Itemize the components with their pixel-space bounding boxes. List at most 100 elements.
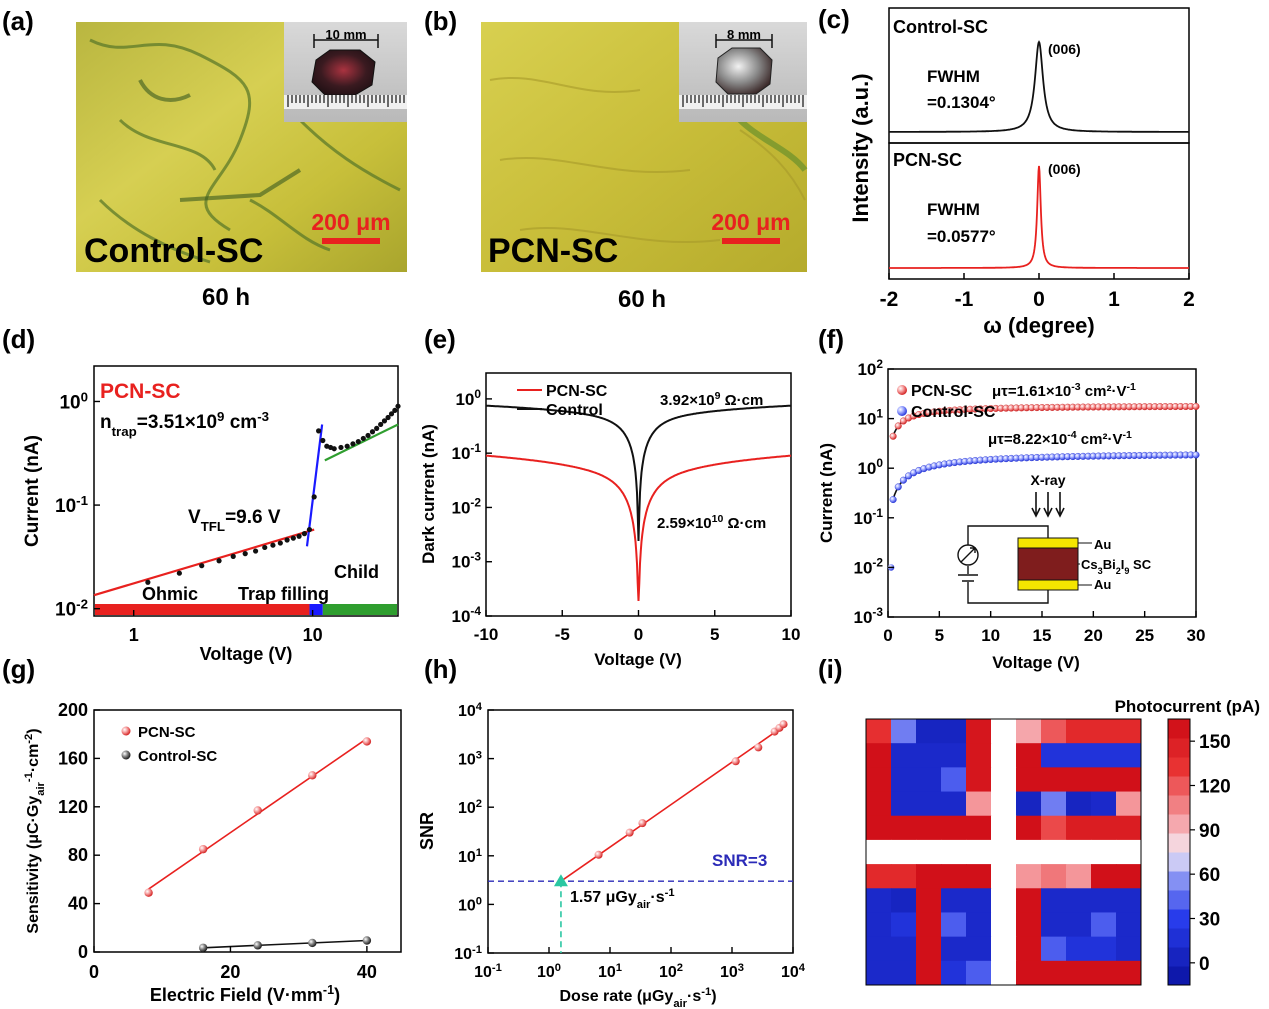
chart-f-pcn-mutau: μτ=1.61×10-3 cm²·V-1 [992, 381, 1136, 400]
g-data-point [362, 936, 372, 945]
d-y-tick-label: 10-2 [55, 596, 88, 621]
micrograph-a-grain-boundaries [89, 38, 401, 264]
f-data-point [889, 496, 897, 504]
chart-f: 0 5 10 15 20 25 30 10-3 10-2 10-1 100 101 102 PCN-SC… [817, 357, 1205, 672]
colorbar-segment [1168, 947, 1190, 967]
chart-d-vtfl: VTFL=9.6 V [188, 507, 281, 534]
f-data-point [894, 422, 902, 430]
heatmap-cell [1041, 864, 1067, 889]
chart-c-control-peak: (006) [1048, 41, 1081, 57]
ohmic-fit-line [93, 528, 315, 597]
heatmap-cell [866, 936, 892, 962]
crystal-a-dimension-line [313, 34, 379, 48]
heatmap-cell [941, 912, 967, 938]
heatmap-cell [866, 839, 892, 865]
heatmap-cell [866, 719, 892, 744]
g-data-point [253, 806, 262, 815]
time-a: 60 h [202, 284, 250, 311]
heatmap-title: Photocurrent (pA) [1115, 697, 1260, 716]
heatmap-cell [1016, 791, 1042, 817]
d-data-point [381, 418, 388, 424]
chart-h-y-label: SNR [417, 812, 437, 850]
chart-c-control-name: Control-SC [893, 17, 988, 37]
heatmap-cell [966, 912, 992, 938]
time-b: 60 h [618, 286, 666, 313]
chart-c-control-fwhm: FWHM [927, 67, 980, 86]
heatmap-cell [891, 888, 917, 913]
f-data-point [1192, 451, 1200, 459]
chart-e-control-resistivity: 3.92×109 Ω·cm [660, 390, 763, 409]
f-y-tick-label: 101 [857, 407, 883, 429]
h-x-tick-label: 10-1 [474, 962, 502, 981]
chart-e-y-label: Dark current (nA) [419, 424, 438, 564]
chart-e-x-label: Voltage (V) [594, 650, 682, 669]
micrograph-b-green-edge [737, 117, 808, 172]
heatmap-cell [866, 912, 892, 938]
g-y-tick-label: 80 [68, 845, 88, 865]
heatmap-cell [1066, 888, 1092, 913]
d-data-point [378, 421, 384, 428]
heatmap-frame [865, 718, 1142, 986]
g-y-tick-label: 120 [58, 797, 88, 817]
heatmap-cell [916, 815, 942, 841]
heatmap-cell [891, 767, 917, 793]
heatmap-cell [1091, 888, 1117, 913]
heatmap-cell [1041, 815, 1067, 841]
chart-g-y-label: Sensitivity (μC·Gyair-1·cm-2) [23, 728, 47, 933]
heatmap-cell [1066, 815, 1092, 841]
heatmap-cell [966, 719, 992, 744]
c-x-tick-label: 2 [1183, 288, 1195, 311]
heatmap-cell [941, 888, 967, 913]
e-x-tick-label: 10 [782, 625, 801, 644]
chart-f-points [887, 402, 1200, 571]
chart-g-ticks: 0 20 40 0 40 80 120 160 200 [58, 700, 377, 982]
e-x-tick-label: 5 [710, 625, 719, 644]
heatmap-cell [991, 864, 1017, 889]
d-data-point [277, 540, 283, 546]
chart-g-points [144, 737, 372, 952]
h-y-tick-label: 101 [458, 847, 482, 866]
heatmap-cell [966, 791, 992, 817]
colorbar-segment [1168, 757, 1190, 777]
heatmap-cell [1016, 839, 1042, 865]
heatmap-cell [1116, 791, 1142, 817]
chart-d-region-trap: Trap filling [238, 584, 329, 604]
f-data-point [899, 476, 907, 484]
inset-crystal-label: Cs3Bi2I9 SC [1081, 557, 1152, 576]
f-y-tick-label: 10-3 [854, 605, 884, 627]
panel-label-c: (c) [818, 4, 850, 34]
f-x-tick-label: 15 [1033, 626, 1052, 645]
heatmap-cell [941, 839, 967, 865]
f-x-tick-label: 5 [935, 626, 944, 645]
ammeter-arrow [960, 547, 976, 563]
heatmap-cell [1016, 888, 1042, 913]
h-data-point [731, 757, 740, 766]
chart-e: -10 -5 0 5 10 10-4 10-3 10-2 10-1 100 PCN-SC Cont… [419, 372, 801, 669]
heatmap-cell [1091, 960, 1117, 986]
heatmap-cell [891, 912, 917, 938]
e-x-tick-label: -10 [474, 625, 499, 644]
inset-au-top-label: Au [1094, 537, 1111, 552]
g-x-tick-label: 20 [220, 962, 240, 982]
chart-d-points [145, 403, 401, 585]
chart-d-region-child: Child [334, 562, 379, 582]
chart-c-pcn-peak: (006) [1048, 161, 1081, 177]
h-data-point [625, 828, 634, 837]
d-data-point [262, 544, 268, 551]
chart-h-lod-label: 1.57 μGyair·s-1 [570, 887, 675, 911]
colorbar-segment [1168, 871, 1190, 891]
chart-c-x-ticks: -2 -1 0 1 2 [880, 273, 1195, 311]
heatmap-grid [866, 719, 1142, 986]
heatmap-cell [866, 960, 892, 986]
chart-e-pcn-curve [485, 454, 792, 601]
f-data-point [905, 472, 913, 480]
g-data-point [198, 943, 208, 952]
h-y-tick-label: 100 [458, 895, 482, 914]
chart-g-legend-pcn-marker [121, 726, 131, 736]
d-data-point [199, 563, 205, 569]
colorbar-segment [1168, 852, 1190, 872]
chart-i: 0 30 60 90 120 150 Photocurrent (pA) [865, 697, 1260, 986]
trap-region-bar [309, 604, 323, 615]
f-y-tick-label: 10-1 [854, 506, 884, 528]
heatmap-cell [1041, 888, 1067, 913]
